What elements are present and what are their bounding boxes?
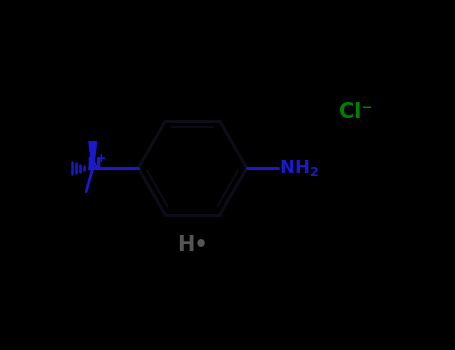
Text: N: N [86, 155, 101, 174]
Text: +: + [95, 152, 106, 166]
Text: Cl⁻: Cl⁻ [339, 102, 373, 122]
Text: H•: H• [177, 235, 208, 255]
Polygon shape [89, 142, 96, 168]
Text: $\mathdefault{NH_2}$: $\mathdefault{NH_2}$ [279, 158, 319, 178]
